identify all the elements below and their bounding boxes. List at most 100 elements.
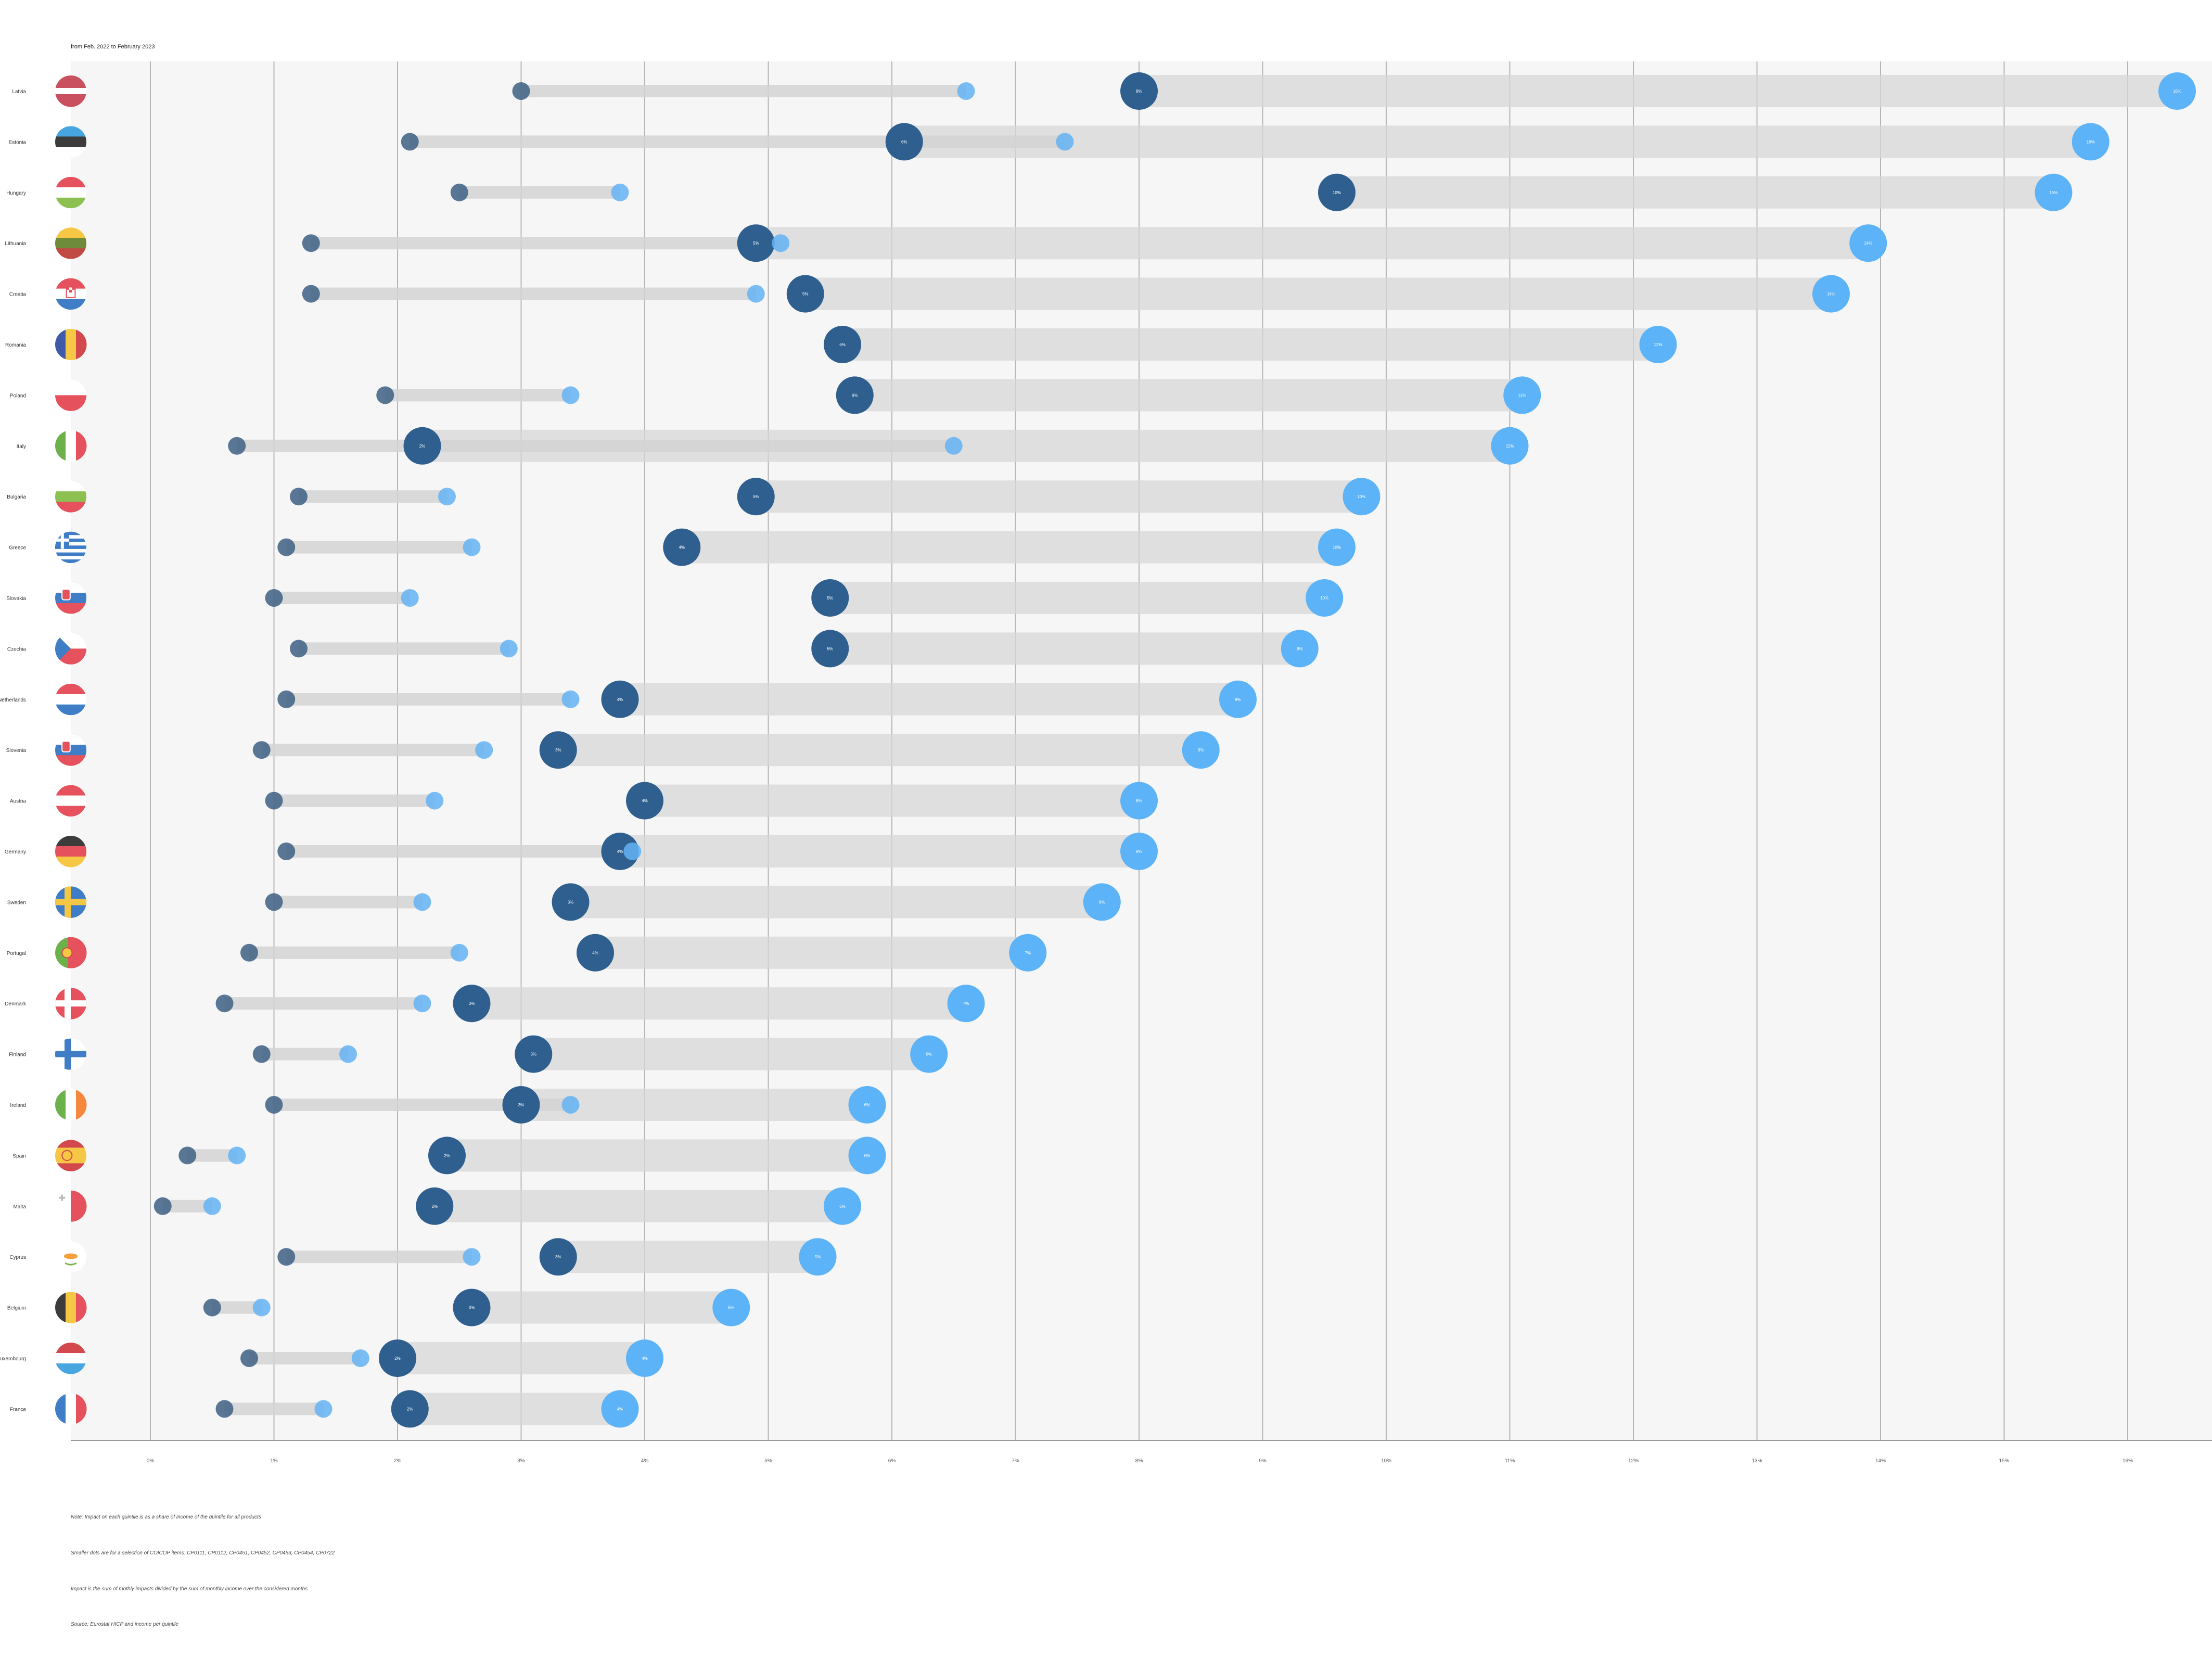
all-products-q5-label: 4%	[592, 951, 598, 955]
all-products-q1-label: 6%	[864, 1153, 871, 1158]
chart-row: Netherlands 4% 9%	[0, 680, 1257, 718]
selected-items-bar	[224, 997, 423, 1010]
flag-stripe	[55, 556, 86, 560]
all-products-q1-label: 16%	[2173, 89, 2181, 94]
all-products-q5-label: 2%	[444, 1153, 450, 1158]
all-products-bar	[756, 480, 1362, 513]
selected-items-q5-dot	[277, 538, 296, 556]
all-products-q1-label: 5%	[815, 1255, 821, 1259]
flag-stripe	[55, 846, 86, 857]
chart-row: Belgium 3% 5%	[7, 1288, 750, 1326]
flag-stripe	[55, 785, 86, 796]
all-products-q5-label: 2%	[431, 1204, 438, 1209]
all-products-q5-dot	[515, 1035, 553, 1073]
all-products-q1-label: 8%	[1136, 799, 1142, 803]
x-tick-label: 13%	[1751, 1458, 1762, 1464]
all-products-bar	[620, 683, 1238, 716]
all-products-q1-dot	[1342, 478, 1380, 516]
chart-row: Romania 6% 12%	[5, 326, 1677, 363]
selected-items-q1-dot	[561, 690, 580, 708]
country-label: Germany	[5, 849, 26, 855]
all-products-bar	[904, 125, 2091, 158]
selected-items-q1-dot	[228, 1146, 246, 1165]
all-products-q1-dot	[1491, 427, 1529, 465]
flag-stripe	[66, 1393, 76, 1425]
all-products-q1-label: 9%	[1198, 748, 1204, 752]
flag-stripe	[55, 683, 86, 695]
flag-stripe	[55, 502, 86, 513]
chart-subtitle: from Feb. 2022 to February 2023	[71, 44, 155, 50]
italy-flag-icon	[55, 430, 87, 462]
lithuania-flag-icon	[55, 227, 86, 259]
chart-row: Germany 4% 8%	[5, 833, 1158, 870]
all-products-bar	[398, 1342, 645, 1374]
all-products-q1-dot	[2072, 123, 2109, 161]
chart-row: Sweden 3% 8%	[7, 883, 1121, 921]
country-label: France	[10, 1407, 27, 1412]
all-products-q5-label: 4%	[617, 849, 623, 854]
all-products-q5-dot	[786, 275, 824, 313]
flag-stripe	[55, 238, 86, 249]
chart-row: Slovenia 3% 9%	[6, 731, 1220, 769]
selected-items-q5-dot	[277, 690, 296, 708]
selected-items-q5-dot	[203, 1298, 221, 1317]
flag-stripe	[55, 136, 86, 147]
country-label: Hungary	[6, 190, 26, 196]
country-label: Luxembourg	[0, 1356, 26, 1362]
flag-stripe	[55, 538, 86, 543]
flag-stripe	[55, 755, 86, 766]
all-products-q5-label: 6%	[852, 393, 858, 398]
flag-stripe	[55, 548, 86, 553]
all-products-q1-dot	[1219, 680, 1257, 718]
all-products-q1-label: 16%	[2087, 139, 2095, 144]
country-label: Netherlands	[0, 697, 26, 703]
flag-olive	[65, 1262, 77, 1266]
flag-stripe	[76, 329, 87, 360]
country-label: Latvia	[12, 89, 26, 95]
all-products-q5-dot	[453, 1288, 491, 1326]
selected-items-q1-dot	[339, 1045, 357, 1063]
selected-items-bar	[385, 389, 571, 402]
flag-stripe	[76, 1292, 87, 1323]
flag-stripe	[55, 1089, 66, 1120]
flag-stripe	[55, 147, 86, 158]
country-label: Cyprus	[9, 1255, 26, 1260]
selected-items-q5-dot	[290, 488, 308, 506]
selected-items-bar	[459, 186, 620, 199]
all-products-q5-label: 2%	[419, 444, 426, 449]
flag-stripe	[55, 1343, 86, 1354]
country-label: Ireland	[10, 1103, 26, 1108]
selected-items-q5-dot	[154, 1197, 172, 1215]
all-products-q1-label: 6%	[926, 1052, 932, 1057]
selected-items-q5-dot	[240, 1349, 258, 1367]
all-products-q5-label: 3%	[469, 1001, 475, 1006]
all-products-q5-dot	[379, 1339, 416, 1377]
selected-items-q5-dot	[401, 133, 419, 151]
all-products-q5-label: 3%	[530, 1052, 536, 1057]
country-label: Croatia	[9, 292, 27, 298]
denmark-flag-icon	[55, 988, 86, 1019]
x-tick-label: 14%	[1875, 1458, 1886, 1464]
germany-flag-icon	[55, 836, 86, 867]
selected-items-q1-dot	[623, 843, 642, 860]
selected-items-bar	[299, 490, 447, 503]
selected-items-q1-dot	[500, 640, 518, 658]
country-label: Finland	[9, 1052, 26, 1058]
flag-stripe	[76, 430, 87, 462]
bulgaria-flag-icon	[55, 481, 86, 513]
flag-stripe	[55, 248, 86, 259]
x-tick-label: 9%	[1259, 1458, 1267, 1464]
x-tick-label: 8%	[1135, 1458, 1143, 1464]
selected-items-q1-dot	[426, 792, 444, 810]
flag-emblem	[61, 1150, 73, 1161]
all-products-q1-dot	[1120, 782, 1158, 820]
x-tick-label: 4%	[641, 1458, 649, 1464]
austria-flag-icon	[55, 785, 86, 817]
country-label: Sweden	[7, 900, 26, 905]
selected-items-bar	[311, 237, 781, 250]
all-products-q5-label: 3%	[469, 1306, 475, 1310]
flag-stripe	[55, 694, 86, 705]
all-products-q5-dot	[601, 680, 639, 718]
chart-row: Czechia 5% 9%	[7, 630, 1319, 668]
all-products-q5-dot	[416, 1187, 454, 1225]
